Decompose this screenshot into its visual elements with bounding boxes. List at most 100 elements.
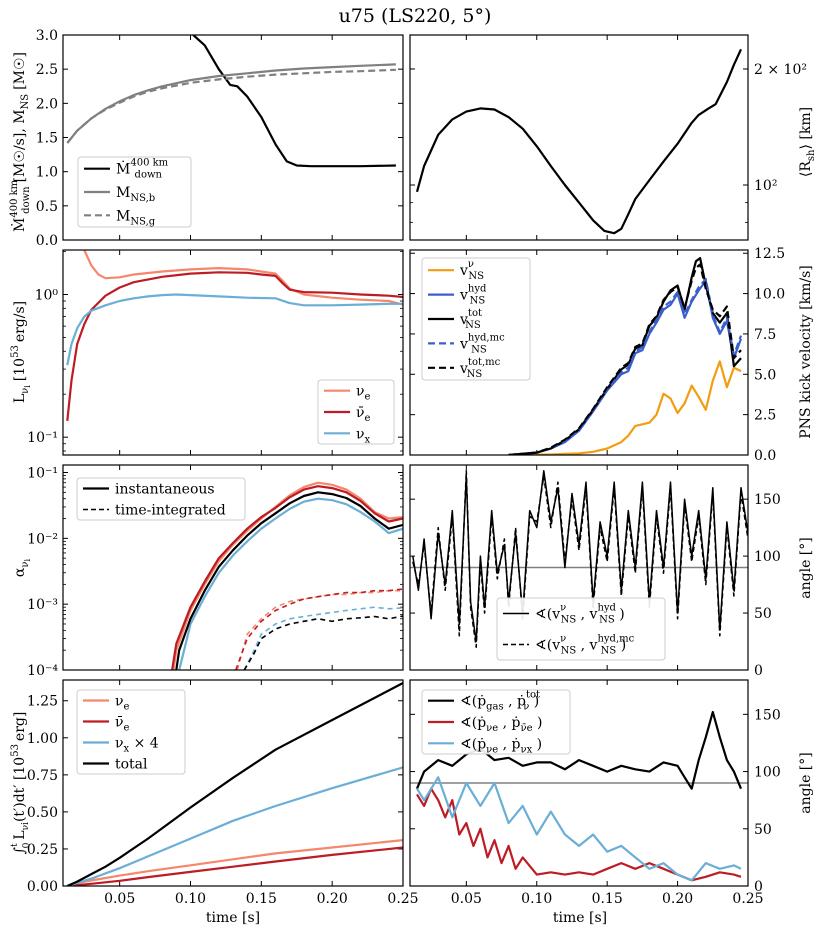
ylabel-mass-e: /s], M <box>12 109 28 150</box>
legend-label-kick: vtot NS <box>459 308 482 331</box>
ytick-label-alpha: 10⁻² <box>27 531 58 547</box>
ytick-label-elum: 0.75 <box>27 768 58 784</box>
ylabel-alpha-b: ν <box>20 562 31 568</box>
legend-label-mass: MNS,b <box>116 185 155 204</box>
legend-box-angle2 <box>421 689 571 755</box>
series-kick-4 <box>508 263 742 455</box>
ytick-label-mass: 1.0 <box>36 165 58 181</box>
xtick-label-angle2: 0.15 <box>592 891 623 907</box>
ylabel-lum: Lνi [1053 erg/s] <box>10 301 32 403</box>
xtick-label-elum: 0.20 <box>317 891 348 907</box>
series-mass-0 <box>192 35 396 168</box>
legend-elum: νe ν̄e νx × 4 total <box>76 689 186 775</box>
ylabel-rsh: ⟨Rsh⟩ [km] <box>798 107 817 177</box>
ytick-label-kick: 10.0 <box>754 287 785 303</box>
svg-text:ανi: ανi <box>12 559 32 578</box>
ytick-label-kick: 2.5 <box>754 408 776 424</box>
legend-box-angle1 <box>496 597 666 661</box>
series-angle2-2 <box>416 776 742 882</box>
ylabel-alpha-a: α <box>12 567 28 577</box>
legend-label-kick: vtot,mc NS <box>459 357 501 380</box>
ylabel-elum-g: 53 <box>10 744 21 757</box>
legend-label-angle2: ∢(ṗνe , ṗν̄e ) <box>460 715 542 734</box>
series-alpha-4 <box>236 589 403 670</box>
xlabel-right: time [s] <box>553 910 607 926</box>
ylabel-angle2: angle [°] <box>798 752 814 813</box>
series-mass-1 <box>66 63 396 144</box>
legend-box-mass <box>77 156 192 228</box>
legend-label-alpha: time-integrated <box>115 503 226 519</box>
panel-lum: 10⁻¹ 10⁰ νe ν̄e νx <box>27 249 404 456</box>
legend-label-elum: νx × 4 <box>115 736 159 755</box>
ytick-label-lum: 10⁰ <box>35 287 59 303</box>
ytick-label-angle2: 0 <box>754 879 763 895</box>
series-group-rsh <box>415 48 743 235</box>
ytick-label-angle2: 150 <box>754 707 781 723</box>
series-mass-2 <box>66 68 396 144</box>
panel-rsh: 10² 2 × 10² <box>409 34 807 241</box>
legend-label-elum: νe <box>115 694 130 713</box>
series-group-kick <box>508 257 743 455</box>
legend-box-lum <box>317 379 395 445</box>
series-alpha-2 <box>178 497 403 670</box>
ylabel-elum-b: t <box>10 843 20 847</box>
series-lum-2 <box>66 293 403 366</box>
frame-lum <box>62 249 404 456</box>
series-alpha-1 <box>171 485 403 670</box>
series-elum-0 <box>66 839 403 886</box>
series-elum-2 <box>66 766 403 886</box>
ylabel-alpha-c: i <box>23 559 32 562</box>
ylabel-elum-d: L <box>12 830 28 839</box>
ytick-label-kick: 0.0 <box>754 448 776 464</box>
ylabel-lum-b: ν <box>20 388 31 394</box>
legend-label-kick: vhyd,mc NS <box>459 332 505 355</box>
series-elum-1 <box>67 846 403 886</box>
legend-label-lum: ν̄e <box>356 405 371 424</box>
series-kick-3 <box>508 278 743 455</box>
frame-angle1 <box>409 464 749 671</box>
ylabel-mass-g: [M <box>12 70 28 90</box>
ylabel-lum-a: L <box>12 394 28 403</box>
xtick-label-angle2: 0.20 <box>662 891 693 907</box>
ylabel-mass-h: ] <box>12 52 28 57</box>
ytick-label-kick: 12.5 <box>754 246 785 262</box>
ylabel-elum-c: 0 <box>22 842 32 848</box>
series-alpha-5 <box>235 588 403 670</box>
legend-label-mass: Ṁ400 km down <box>116 158 169 181</box>
frame-elum <box>62 679 404 887</box>
series-alpha-0 <box>172 481 403 670</box>
legend-label-alpha: instantaneous <box>115 482 215 498</box>
ytick-label-kick: 5.0 <box>754 367 776 383</box>
ytick-label-kick: 7.5 <box>754 327 776 343</box>
legend-alpha: instantaneous time-integrated <box>76 477 246 521</box>
series-alpha-3 <box>175 491 403 670</box>
legend-label-angle2: ∢(ṗνe , ṗνx ) <box>460 736 542 755</box>
ylabel-mass-c: down <box>21 186 32 214</box>
legend-label-elum: ν̄e <box>115 715 130 734</box>
ylabel-rsh-c: ⟩ [km] <box>798 107 814 150</box>
series-alpha-7 <box>243 615 403 670</box>
ytick-label-mass: 0.5 <box>36 199 58 215</box>
series-lum-0 <box>83 250 403 306</box>
ylabel-lum-d: [10 <box>12 358 28 381</box>
ytick-label-elum: 1.25 <box>27 694 58 710</box>
series-group-mass <box>66 35 396 168</box>
series-angle2-1 <box>416 787 742 882</box>
legend-label-elum: total <box>115 757 148 773</box>
legend-box-alpha <box>76 477 246 521</box>
panel-angle2: 0.05 0.10 0.15 0.20 0.250 50 100 150 ∢(ṗgas , ṗt… <box>409 679 781 907</box>
ylabel-kick: PNS kick velocity [km/s] <box>798 265 814 438</box>
frame-alpha <box>62 464 404 671</box>
ytick-label-mass: 1.5 <box>36 131 58 147</box>
ytick-label-mass: 0.0 <box>36 233 58 249</box>
xtick-label-angle2: 0.05 <box>451 891 482 907</box>
series-angle1-1 <box>412 469 748 648</box>
ytick-label-elum: 1.00 <box>27 731 58 747</box>
ytick-label-angle2: 50 <box>754 822 772 838</box>
ylabel-alpha: ανi <box>12 559 32 578</box>
ytick-label-alpha: 10⁻¹ <box>27 466 58 482</box>
svg-text:Lνi[1053erg/s]: Lνi [1053 erg/s] <box>10 301 32 403</box>
xtick-label-angle2: 0.10 <box>521 891 552 907</box>
legend-angle2: ∢(ṗgas , ṗtot ν ) ∢(ṗνe , ṗν̄e ) ∢(ṗνe , ṗν… <box>421 689 571 755</box>
